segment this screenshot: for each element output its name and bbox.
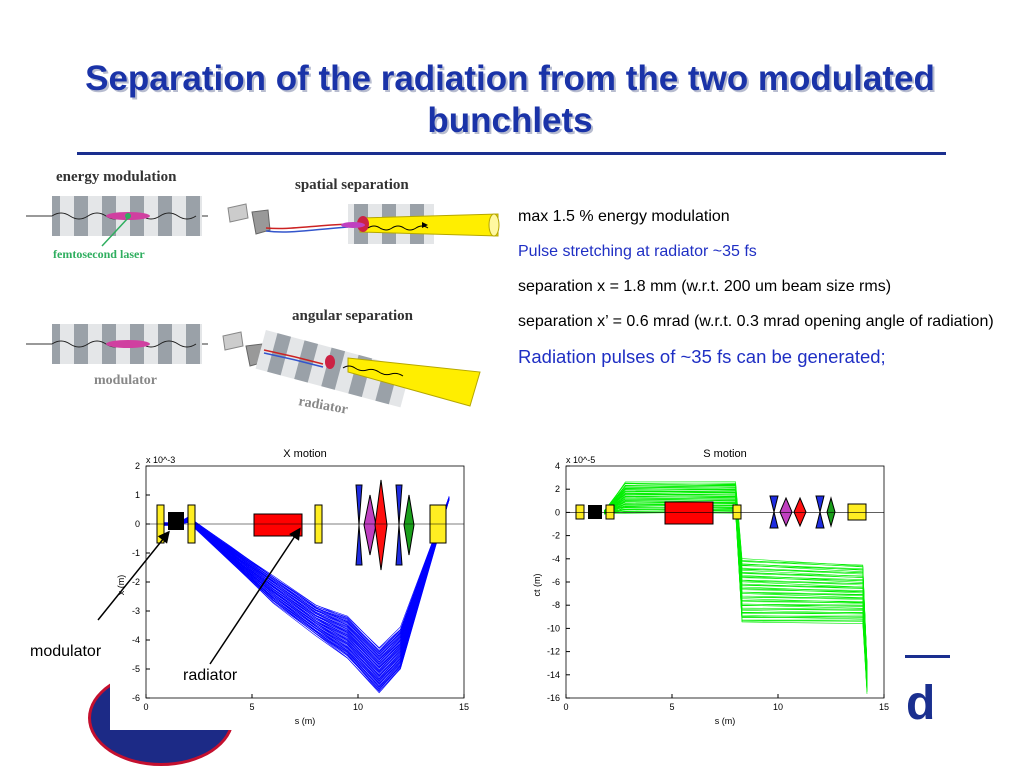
annotation-modulator: modulator (30, 643, 102, 661)
logo-fragment-right (905, 655, 950, 658)
y-tick-label: -8 (552, 600, 560, 610)
x-tick-label: 15 (459, 702, 469, 712)
x-tick-label: 15 (879, 702, 889, 712)
trajectory-line (604, 511, 868, 690)
chart-title: S motion (703, 448, 746, 460)
y-tick-label: -14 (547, 670, 560, 680)
y-tick-label: 1 (135, 490, 140, 500)
trajectory-line (604, 511, 868, 692)
bullet-conclusion: Radiation pulses of ~35 fs can be genera… (518, 346, 886, 367)
y-tick-label: -5 (132, 664, 140, 674)
slide-title: Separation of the radiation from the two… (85, 59, 935, 140)
y-tick-label: -1 (132, 548, 140, 558)
y-tick-label: 4 (555, 461, 560, 471)
logo-fragment-right-letter: d (906, 677, 936, 730)
dipole-4 (815, 495, 825, 529)
y-axis-label: ct (m) (532, 574, 542, 597)
bullet-separation-x: separation x = 1.8 mm (w.r.t. 200 um bea… (518, 278, 892, 295)
trajectory-line (604, 497, 868, 682)
trajectory-line (604, 503, 868, 681)
x-axis-label: s (m) (715, 716, 736, 726)
trajectory-line (604, 501, 868, 685)
trajectory-line (604, 503, 868, 683)
y-axis-label: x (m) (116, 575, 126, 596)
x-tick-label: 10 (353, 702, 363, 712)
title-underline (77, 152, 946, 155)
y-tick-label: 0 (135, 519, 140, 529)
y-tick-label: 2 (555, 484, 560, 494)
radiator-block (253, 513, 303, 537)
label-spatial-separation: spatial separation (295, 177, 409, 193)
trajectory-line (604, 498, 868, 677)
bullet-list: max 1.5 % energy modulation Pulse stretc… (518, 206, 998, 381)
trajectory-line (604, 510, 868, 689)
y-tick-label: -4 (132, 635, 140, 645)
trajectory-line (604, 508, 868, 692)
trajectory-line (604, 505, 868, 689)
y-tick-label: -10 (547, 623, 560, 633)
trajectory-line (604, 496, 868, 674)
y-tick-label: -4 (552, 554, 560, 564)
plot-frame (145, 465, 465, 699)
dipole-3 (374, 479, 388, 571)
y-tick-label: -16 (547, 693, 560, 703)
dipole-5 (826, 496, 836, 528)
dipole-2 (363, 494, 377, 556)
y-tick-label: 0 (555, 507, 560, 517)
label-femtosecond-laser: femtosecond laser (53, 247, 145, 261)
modulator-block (588, 505, 602, 519)
y-tick-label: -12 (547, 647, 560, 657)
radiator-undulator-bottom (255, 329, 411, 408)
trajectory-line (604, 501, 868, 685)
quad-3 (732, 504, 742, 520)
dipole-5 (403, 494, 415, 556)
trajectory-line (604, 506, 868, 685)
dipole-4 (395, 484, 403, 566)
x-tick-label: 10 (773, 702, 783, 712)
x-tick-label: 0 (143, 702, 148, 712)
trajectory-line (604, 499, 868, 679)
x-tick-label: 5 (249, 702, 254, 712)
y-tick-label: -3 (132, 606, 140, 616)
dipole-1 (355, 484, 363, 566)
quad-2 (605, 504, 615, 520)
y-tick-label: -2 (552, 531, 560, 541)
radiator-block (664, 501, 714, 525)
bullet-pulse-stretching: Pulse stretching at radiator ~35 fs (518, 243, 757, 260)
y-multiplier: x 10^-3 (146, 455, 175, 465)
label-energy-modulation: energy modulation (56, 169, 177, 185)
x-tick-label: 5 (669, 702, 674, 712)
trajectory-line (604, 498, 868, 681)
trajectory-line (603, 492, 868, 676)
y-tick-label: -2 (132, 577, 140, 587)
quad-4 (847, 503, 867, 521)
bullet-energy-modulation: max 1.5 % energy modulation (518, 208, 730, 225)
y-tick-label: 2 (135, 461, 140, 471)
separation-schematic: energy modulation femtosecond laser spat… (26, 169, 500, 418)
modulator-block (168, 512, 184, 530)
annotation-radiator: radiator (183, 667, 238, 685)
y-tick-label: -6 (132, 693, 140, 703)
dipole-2 (779, 496, 793, 528)
y-tick-label: -6 (552, 577, 560, 587)
label-radiator: radiator (297, 394, 349, 417)
label-angular-separation: angular separation (292, 308, 414, 324)
trajectory-line (604, 508, 868, 692)
x-motion-chart: X motion x 10^-3 s (m) x (m) 0 5 10 15210-1… (110, 440, 480, 730)
trajectory-line (604, 494, 868, 678)
trajectory-line (604, 510, 868, 694)
x-axis-label: s (m) (295, 716, 316, 726)
dipole-3 (793, 496, 807, 528)
chart-title: X motion (283, 448, 326, 460)
dipole-1 (769, 495, 779, 529)
bullet-separation-xprime: separation x’ = 0.6 mrad (w.r.t. 0.3 mra… (518, 313, 994, 330)
s-motion-chart: S motion x 10^-5 s (m) ct (m) 0 5 10 15420-… (530, 440, 900, 730)
y-multiplier: x 10^-5 (566, 455, 595, 465)
label-modulator: modulator (94, 373, 157, 388)
x-tick-label: 0 (563, 702, 568, 712)
quad-1 (575, 504, 585, 520)
